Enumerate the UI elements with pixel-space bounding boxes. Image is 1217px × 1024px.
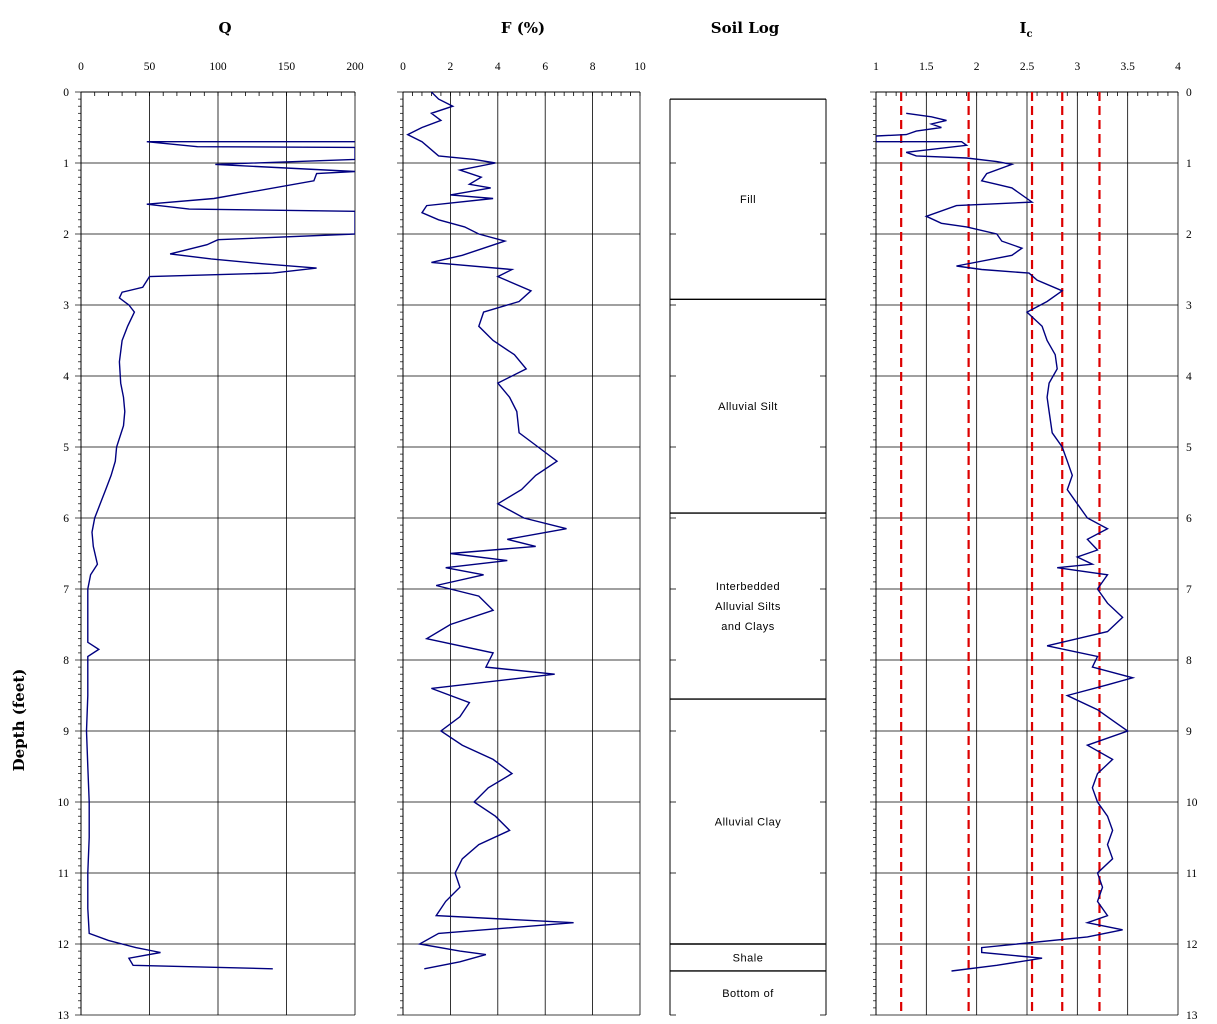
ic-title: Ic [1019, 19, 1032, 40]
depth-tick-label: 5 [63, 442, 69, 454]
ic-x-tick-label: 2 [974, 61, 980, 73]
f-profile-line [406, 91, 574, 970]
depth-tick-label: 9 [63, 726, 69, 738]
depth-tick-label: 11 [58, 868, 69, 880]
q-x-tick-label: 150 [278, 61, 296, 73]
depth-tick-label: 7 [63, 584, 69, 596]
f-x-tick-label: 10 [634, 61, 646, 73]
depth-tick-label: 1 [1186, 158, 1192, 170]
depth-tick-label: 2 [63, 229, 69, 241]
f-title: F (%) [501, 19, 545, 37]
depth-tick-label: 8 [1186, 655, 1192, 667]
depth-tick-label: 6 [1186, 513, 1192, 525]
depth-tick-label: 2 [1186, 229, 1192, 241]
q-x-tick-label: 50 [144, 61, 156, 73]
depth-tick-label: 13 [58, 1010, 70, 1022]
depth-tick-label: 7 [1186, 584, 1192, 596]
depth-axis-label: Depth (feet) [10, 669, 28, 772]
depth-tick-label: 6 [63, 513, 69, 525]
q-x-tick-label: 100 [209, 61, 227, 73]
depth-tick-label: 5 [1186, 442, 1192, 454]
f-x-tick-label: 2 [448, 61, 454, 73]
f-x-tick-label: 0 [400, 61, 406, 73]
depth-tick-label: 10 [58, 797, 70, 809]
depth-tick-label: 1 [63, 158, 69, 170]
depth-tick-label: 10 [1186, 797, 1198, 809]
soil-layer-label: Alluvial Clay [715, 817, 781, 829]
depth-tick-label: 3 [63, 300, 69, 312]
soil-layer-label: Fill [740, 194, 756, 206]
f-x-tick-label: 8 [590, 61, 596, 73]
depth-tick-label: 11 [1186, 868, 1197, 880]
depth-tick-label: 8 [63, 655, 69, 667]
depth-tick-label: 12 [1186, 939, 1198, 951]
f-panel: F (%) 0 2 4 6 8 10 [397, 19, 646, 1016]
f-x-tick-label: 6 [542, 61, 548, 73]
ic-x-tick-label: 2.5 [1020, 61, 1035, 73]
soil-log-title: Soil Log [711, 19, 780, 37]
soil-layer-label: Alluvial Silts [715, 601, 781, 613]
q-x-tick-label: 0 [78, 61, 84, 73]
soil-layer-label: Bottom of [722, 988, 774, 1000]
soil-layer-label: Shale [733, 952, 764, 964]
depth-tick-label: 3 [1186, 300, 1192, 312]
f-x-tick-label: 4 [495, 61, 501, 73]
q-title: Q [218, 19, 231, 37]
q-x-tick-label: 200 [346, 61, 364, 73]
depth-tick-label: 12 [58, 939, 70, 951]
depth-tick-label: 9 [1186, 726, 1192, 738]
depth-tick-label: 4 [1186, 371, 1192, 383]
q-profile-line [85, 140, 355, 970]
ic-x-tick-label: 4 [1175, 61, 1181, 73]
ic-x-tick-label: 3 [1074, 61, 1080, 73]
depth-tick-label: 0 [63, 87, 69, 99]
soil-layer-label: and Clays [721, 621, 774, 633]
ic-x-tick-label: 1.5 [919, 61, 934, 73]
ic-x-tick-label: 1 [873, 61, 879, 73]
soil-log-panel: Soil Log Fill Alluvial Silt Interbedded Allu… [669, 19, 827, 1016]
depth-tick-label: 13 [1186, 1010, 1198, 1022]
ic-x-tick-label: 3.5 [1120, 61, 1135, 73]
depth-tick-label: 0 [1186, 87, 1192, 99]
soil-layer-label: Interbedded [716, 581, 780, 593]
soil-layer-label: Alluvial Silt [718, 401, 778, 413]
ic-profile-line [876, 112, 1136, 972]
depth-tick-label: 4 [63, 371, 69, 383]
